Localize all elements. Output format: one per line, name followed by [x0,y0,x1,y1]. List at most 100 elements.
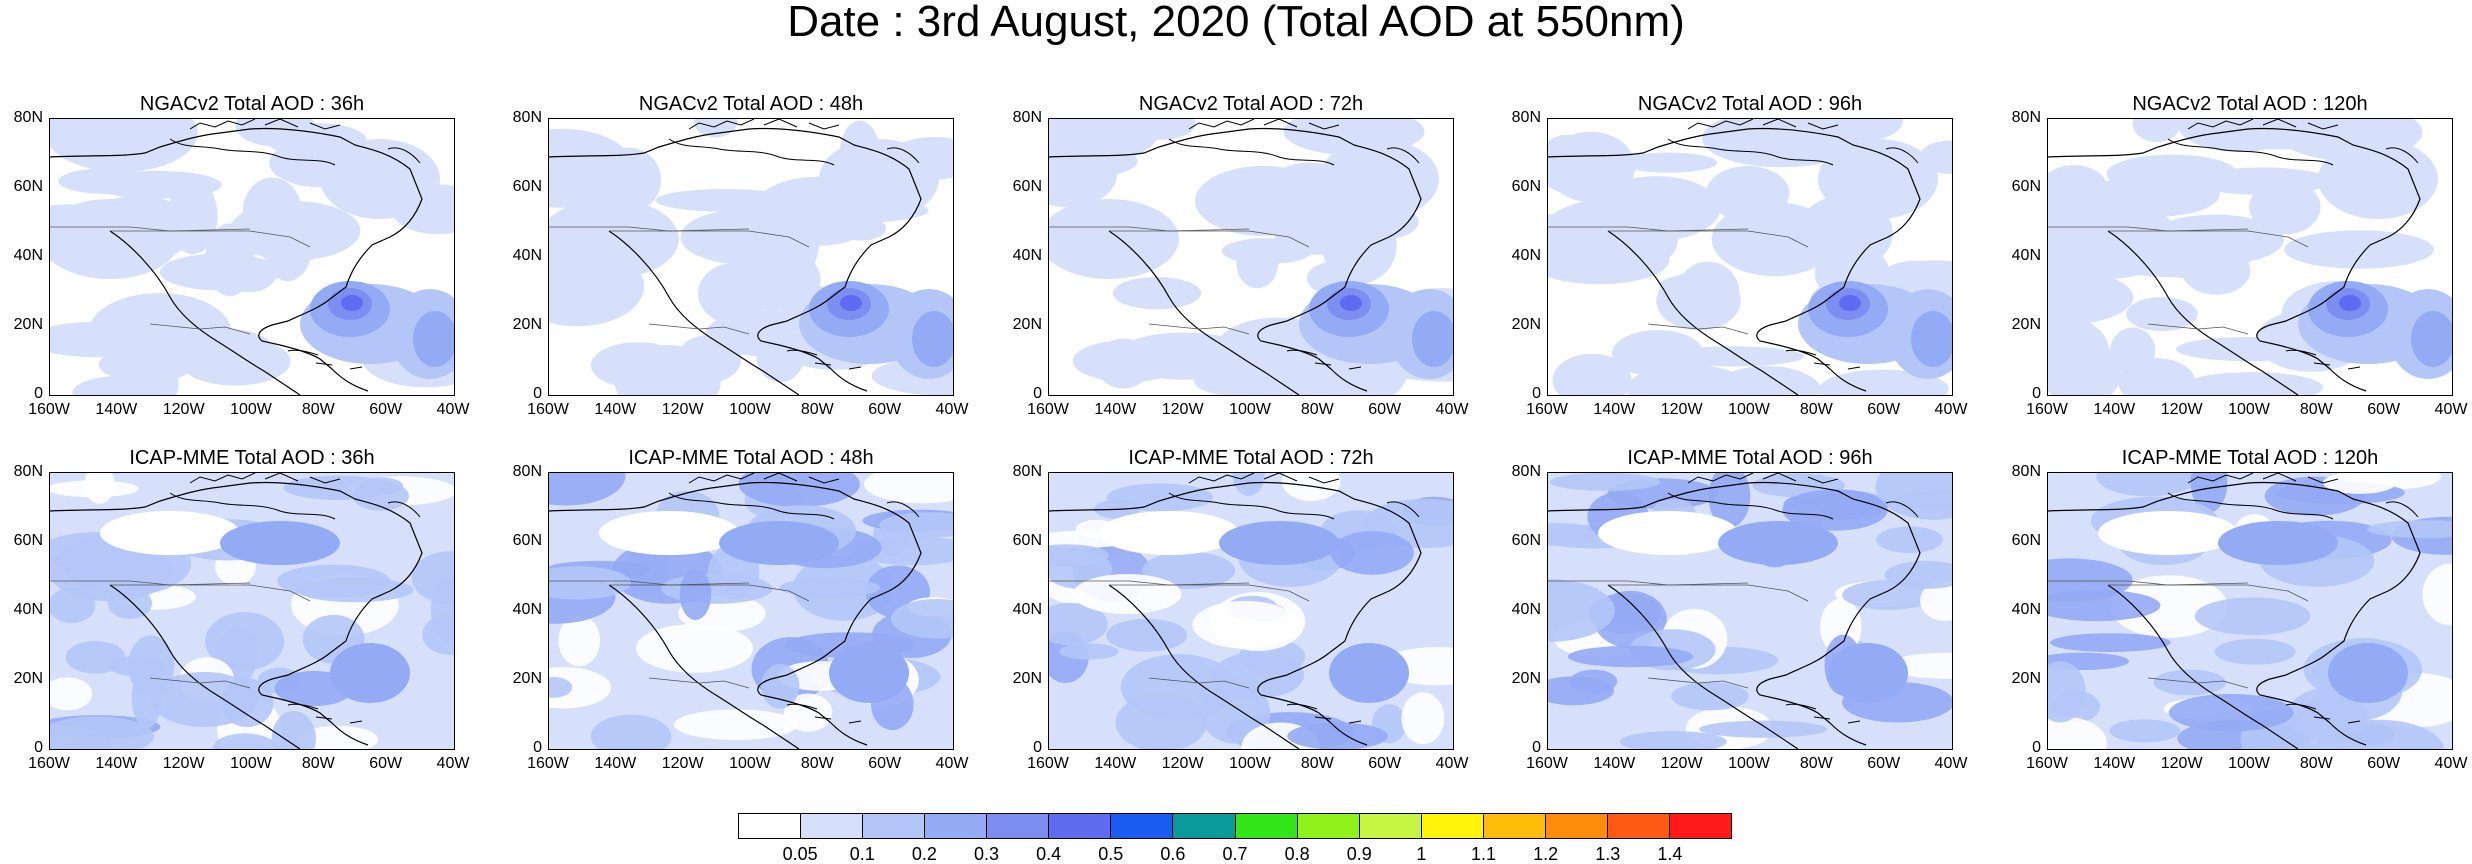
lon-tick-label: 120W [661,401,704,418]
lat-tick-label: 20N [1012,670,1042,687]
lon-tick-label: 140W [2093,755,2136,772]
lon-tick-label: 80W [301,755,335,772]
lon-tick-label: 120W [1161,755,1204,772]
lat-tick-label: 0 [34,385,43,402]
lon-tick-label: 40W [436,401,470,418]
lat-tick-label: 40N [2011,247,2041,264]
lat-tick-label: 40N [512,247,542,264]
lon-tick-label: 80W [301,401,335,418]
lat-tick-label: 40N [1511,247,1541,264]
lon-tick-label: 160W [1027,755,1069,772]
colorbar-label: 0.6 [1160,844,1186,864]
lon-tick-label: 120W [661,755,704,772]
lon-tick-label: 160W [2026,755,2068,772]
lon-tick-label: 140W [594,401,637,418]
aod-map [2048,119,2452,395]
lon-tick-label: 160W [1526,401,1568,418]
colorbar-label: 0.7 [1222,844,1248,864]
colorbar-box [1607,814,1670,838]
colorbar-box [1359,814,1422,838]
lon-tick-label: 120W [2160,401,2203,418]
aod-map [50,119,454,395]
ngac-map-panel [49,118,455,396]
lat-tick-label: 0 [34,739,43,756]
lat-tick-label: 80N [1012,109,1042,126]
aod-map [1548,119,1952,395]
colorbar-label: 0.4 [1036,844,1062,864]
lat-tick-label: 40N [2011,601,2041,618]
lat-tick-label: 40N [512,601,542,618]
colorbar-box [987,814,1050,838]
lon-tick-label: 80W [2299,755,2333,772]
lon-tick-label: 80W [2299,401,2333,418]
aod-map [50,473,454,749]
lat-tick-label: 0 [1532,739,1541,756]
icap-map-panel [548,472,954,750]
lat-tick-label: 20N [13,316,43,333]
lon-tick-label: 100W [230,755,272,772]
colorbar-box [1235,814,1298,838]
ngac-map-panel [548,118,954,396]
lat-tick-label: 80N [2011,109,2041,126]
lat-tick-label: 40N [1012,601,1042,618]
lat-tick-label: 60N [2011,178,2041,195]
panel-title: ICAP-MME Total AOD : 36h [129,447,375,469]
lon-tick-label: 100W [2228,401,2270,418]
lon-tick-label: 80W [1799,755,1833,772]
lat-tick-label: 0 [2032,739,2041,756]
lat-tick-label: 60N [512,532,542,549]
icap-map-panel [1547,472,1953,750]
lat-tick-label: 20N [1012,316,1042,333]
panel-title: NGACv2 Total AOD : 96h [1637,93,1863,115]
lat-tick-label: 20N [1511,316,1541,333]
lon-tick-label: 40W [1934,755,1968,772]
panel-title: ICAP-MME Total AOD : 72h [1128,447,1374,469]
lat-tick-label: 60N [1012,532,1042,549]
figure-title: Date : 3rd August, 2020 (Total AOD at 55… [787,0,1685,46]
colorbar-label: 0.05 [782,844,818,864]
lat-tick-label: 20N [512,670,542,687]
panel-title: NGACv2 Total AOD : 120h [2132,93,2368,115]
colorbar-label: 0.9 [1346,844,1372,864]
lon-tick-label: 40W [1435,401,1469,418]
lon-tick-label: 40W [935,755,969,772]
aod-map [1049,119,1453,395]
aod-map [549,473,953,749]
lat-tick-label: 20N [2011,670,2041,687]
colorbar-box [1111,814,1174,838]
colorbar-label: 1.1 [1470,844,1497,864]
lat-tick-label: 80N [512,109,542,126]
colorbar-label: 0.1 [849,844,875,864]
lon-tick-label: 60W [2367,401,2401,418]
lon-tick-label: 60W [868,755,902,772]
colorbar-box [1483,814,1546,838]
lat-tick-label: 60N [13,178,43,195]
colorbar-label: 0.3 [973,844,1000,864]
lat-tick-label: 80N [13,109,43,126]
lon-tick-label: 100W [2228,755,2270,772]
lon-tick-label: 40W [1934,401,1968,418]
lat-tick-label: 60N [1511,532,1541,549]
colorbar [738,813,1732,839]
aod-map [1049,473,1453,749]
lat-tick-label: 60N [1511,178,1541,195]
lon-tick-label: 160W [527,401,569,418]
lon-tick-label: 40W [935,401,969,418]
lat-tick-label: 40N [13,247,43,264]
colorbar-box [739,814,802,838]
lat-tick-label: 80N [1012,463,1042,480]
lat-tick-label: 60N [512,178,542,195]
panel-title: ICAP-MME Total AOD : 96h [1627,447,1873,469]
lat-tick-label: 20N [1511,670,1541,687]
lon-tick-label: 100W [729,401,771,418]
lat-tick-label: 0 [533,739,542,756]
lon-tick-label: 60W [1867,755,1901,772]
lat-tick-label: 0 [1033,385,1042,402]
colorbar-box [925,814,988,838]
icap-map-panel [49,472,455,750]
lon-tick-label: 140W [1094,755,1137,772]
panel-title: ICAP-MME Total AOD : 120h [2121,447,2379,469]
lat-tick-label: 0 [533,385,542,402]
lon-tick-label: 40W [2434,401,2468,418]
lon-tick-label: 100W [1728,755,1770,772]
